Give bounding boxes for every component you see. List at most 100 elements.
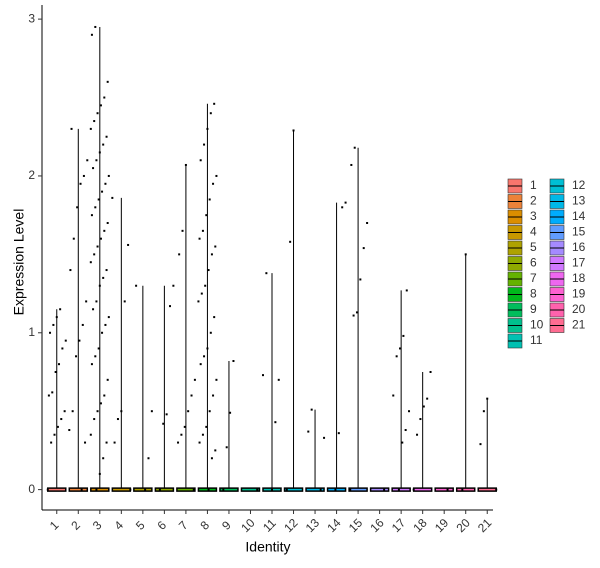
point [199,363,202,366]
violin [456,254,475,491]
violin [284,130,303,491]
point [209,112,212,115]
point [56,425,59,428]
point [116,418,119,421]
point [222,488,225,491]
x-tick-label: 11 [260,516,279,535]
x-tick-label: 10 [238,516,258,536]
point [215,174,218,177]
point [90,33,93,36]
x-tick-label: 8 [198,518,213,533]
legend-label: 14 [572,209,586,223]
point [183,425,186,428]
point [362,247,365,250]
x-tick-label: 18 [410,516,430,536]
point [422,405,425,408]
point [120,410,123,413]
violin [219,361,238,491]
x-tick-label: 13 [303,516,323,536]
y-tick-label: 1 [28,325,35,339]
point [207,488,210,491]
point [341,206,344,209]
point [416,433,419,436]
violin-base [283,487,304,492]
violin-base [111,487,132,492]
point [105,135,108,138]
x-tick-label: 20 [453,516,473,536]
point [461,488,464,491]
point [177,441,180,444]
point [46,488,49,491]
point [103,394,106,397]
point [285,488,288,491]
violin-base [477,487,497,492]
legend-label: 10 [530,318,544,332]
point [232,360,235,363]
point [213,102,216,105]
point [203,355,206,358]
point [106,221,109,224]
point [86,159,89,162]
point [101,190,104,193]
violin-base [305,487,325,492]
point [99,402,102,405]
point [172,284,175,287]
point [93,418,96,421]
y-tick-label: 2 [28,168,35,182]
point [111,196,114,199]
point [181,229,184,232]
point [101,331,104,334]
point [289,240,292,243]
point [150,410,153,413]
point [147,457,150,460]
legend-label: 13 [572,194,586,208]
legend-label: 19 [572,287,586,301]
point [98,151,101,154]
point [104,323,107,326]
point [271,488,273,491]
point [49,331,52,334]
point [204,284,207,287]
point [412,488,415,491]
x-tick-label: 1 [47,518,62,533]
point [323,436,326,439]
point [178,253,181,256]
point [68,429,71,432]
violin-base [68,487,89,492]
x-tick-label: 6 [154,518,169,533]
x-tick-label: 14 [324,516,344,536]
point [103,96,106,99]
point [94,355,97,358]
violin-base [455,487,476,492]
point [225,446,228,449]
point [292,129,295,132]
x-tick-label: 3 [90,518,105,533]
violin-base [348,487,368,492]
point [201,433,204,436]
point [103,229,106,232]
point [395,355,398,358]
legend-label: 2 [530,194,537,208]
violin-base [176,487,196,492]
violin [263,273,281,491]
point [78,339,81,342]
point [210,253,213,256]
point [404,429,407,432]
point [265,272,268,275]
point [392,394,395,397]
violin [155,285,174,491]
violin [413,371,432,491]
point [193,378,196,381]
point [53,433,56,436]
point [47,394,50,397]
point [84,441,87,444]
legend-label: 1 [530,178,537,192]
point [96,410,99,413]
legend-label: 3 [530,209,537,223]
point [71,410,74,413]
point [92,308,95,311]
point [98,284,101,287]
point [69,269,72,272]
point [82,174,85,177]
